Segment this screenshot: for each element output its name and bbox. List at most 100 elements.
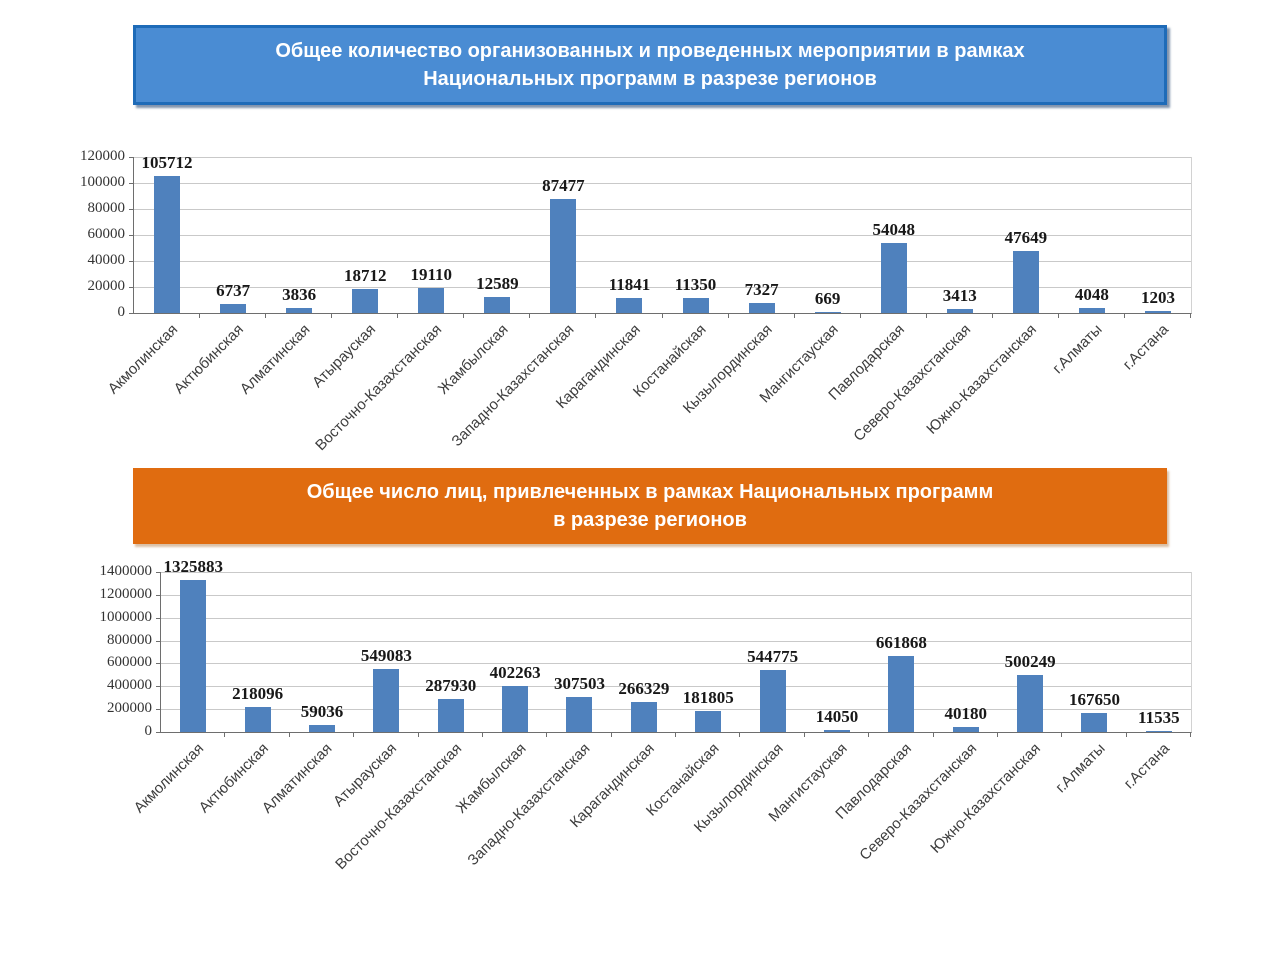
- x-axis-category-label: Южно-Казахстанская: [927, 740, 1045, 857]
- x-axis-category-label: Акмолинская: [104, 321, 182, 398]
- bar-Южно-Казахстанская: [1012, 251, 1039, 313]
- y-axis-tick: [156, 572, 160, 573]
- y-axis-tick-label: 400000: [107, 677, 152, 694]
- y-axis-tick: [129, 287, 133, 288]
- x-axis-tick: [418, 733, 419, 737]
- bar-Восточно-Казахстанская: [418, 288, 445, 313]
- bar-Актюбинская: [244, 707, 271, 732]
- gridline: [161, 594, 1191, 596]
- data-label: 500249: [1004, 652, 1056, 671]
- y-axis-tick-label: 600000: [107, 654, 152, 671]
- people-chart-title-line-2: в разрезе регионов: [553, 509, 747, 531]
- data-label: 12589: [476, 274, 519, 293]
- gridline: [134, 209, 1191, 210]
- data-label: 167650: [1068, 690, 1120, 709]
- data-label: 181805: [682, 688, 734, 707]
- y-axis-tick: [129, 235, 133, 236]
- x-axis-tick: [868, 733, 869, 737]
- y-axis-tick: [156, 663, 160, 665]
- bar-Северо-Казахстанская: [946, 309, 973, 313]
- bar-Атырауская: [373, 669, 400, 732]
- y-axis-tick-label: 200000: [107, 700, 152, 717]
- x-axis-category-label: г.Алматы: [1049, 321, 1106, 378]
- gridline: [161, 709, 1191, 711]
- bar-г.Алматы: [1078, 308, 1105, 313]
- x-axis-category-label: Атырауская: [309, 321, 380, 392]
- x-axis-tick: [997, 733, 998, 737]
- bar-Кызылординская: [748, 303, 775, 313]
- y-axis-tick-label: 100000: [80, 174, 125, 190]
- x-axis-tick: [860, 314, 861, 318]
- bar-Атырауская: [352, 289, 379, 313]
- data-label: 3836: [282, 285, 317, 304]
- y-axis-tick: [129, 209, 133, 210]
- people-bar-chart: 1325883 218096 59036 549083 287930 402263 3075…: [0, 555, 1280, 960]
- x-axis-category-label: Южно-Казахстанская: [923, 321, 1040, 438]
- x-axis-category-label: Западно-Казахстанская: [448, 321, 578, 450]
- x-axis-category-label: г.Астана: [1120, 740, 1173, 793]
- y-axis-tick-label: 80000: [87, 200, 126, 216]
- gridline: [161, 617, 1191, 619]
- data-label: 1203: [1140, 288, 1175, 307]
- y-axis-tick: [156, 594, 160, 596]
- gridline: [134, 287, 1191, 288]
- bar-г.Астана: [1144, 311, 1171, 313]
- y-axis-tick: [156, 732, 160, 733]
- x-axis-tick: [675, 733, 676, 737]
- bar-Южно-Казахстанская: [1017, 675, 1044, 732]
- bar-Западно-Казахстанская: [566, 697, 593, 732]
- x-axis-tick: [1058, 314, 1059, 318]
- x-axis-category-label: Атырауская: [330, 740, 401, 811]
- events-chart-title-banner: Общее количество организованных и провед…: [133, 25, 1167, 105]
- data-label: 669: [814, 289, 841, 308]
- bar-Алматинская: [308, 725, 335, 732]
- plot-area: 1325883 218096 59036 549083 287930 402263 3075…: [160, 557, 1192, 733]
- bar-Кызылординская: [759, 670, 786, 732]
- bar-Северо-Казахстанская: [952, 727, 979, 732]
- x-axis-tick: [1190, 314, 1191, 318]
- bar-Жамбылская: [484, 297, 511, 313]
- gridline: [134, 261, 1191, 262]
- bar-Мангистауская: [814, 312, 841, 313]
- x-axis-tick: [662, 314, 663, 318]
- x-axis-tick: [546, 733, 547, 737]
- data-label: 18712: [343, 266, 387, 285]
- data-label: 7327: [744, 280, 779, 299]
- data-label: 266329: [618, 679, 670, 698]
- data-label: 19110: [410, 265, 453, 284]
- events-chart-title-line-2: Национальных программ в разрезе регионов: [423, 68, 877, 90]
- x-axis-category-label: Северо-Казахстанская: [849, 321, 974, 445]
- bar-Костанайская: [695, 711, 722, 732]
- data-label: 47649: [1004, 228, 1048, 247]
- data-label: 307503: [553, 674, 605, 693]
- x-axis-tick: [933, 733, 934, 737]
- x-axis-tick: [1126, 733, 1127, 737]
- gridline: [161, 640, 1191, 642]
- gridline: [134, 235, 1191, 236]
- gridline: [161, 663, 1191, 665]
- gridline: [161, 572, 1191, 573]
- data-label: 3413: [942, 286, 977, 305]
- x-axis-tick: [331, 314, 332, 318]
- events-bar-chart: 105712 6737 3836 18712 19110 12589 87477 11841 1…: [0, 140, 1280, 470]
- x-axis-tick: [463, 314, 464, 318]
- gridline: [134, 157, 1191, 158]
- x-axis-tick: [595, 314, 596, 318]
- data-label: 549083: [360, 646, 412, 665]
- x-axis-tick: [1124, 314, 1125, 318]
- x-axis-category-label: Западно-Казахстанская: [464, 740, 594, 869]
- y-axis-tick-label: 20000: [87, 278, 126, 294]
- data-label: 661868: [875, 633, 927, 652]
- x-axis-tick: [265, 314, 266, 318]
- bar-Мангистауская: [823, 730, 850, 732]
- data-label: 105712: [141, 153, 193, 172]
- data-label: 54048: [872, 220, 915, 239]
- data-label: 14050: [815, 707, 859, 726]
- data-label: 218096: [232, 684, 284, 703]
- data-label: 11535: [1138, 708, 1180, 727]
- data-label: 402263: [489, 663, 541, 682]
- data-label: 4048: [1074, 285, 1109, 304]
- gridline: [134, 183, 1191, 184]
- people-chart-title-line-1: Общее число лиц, привлеченных в рамках Н…: [306, 481, 994, 503]
